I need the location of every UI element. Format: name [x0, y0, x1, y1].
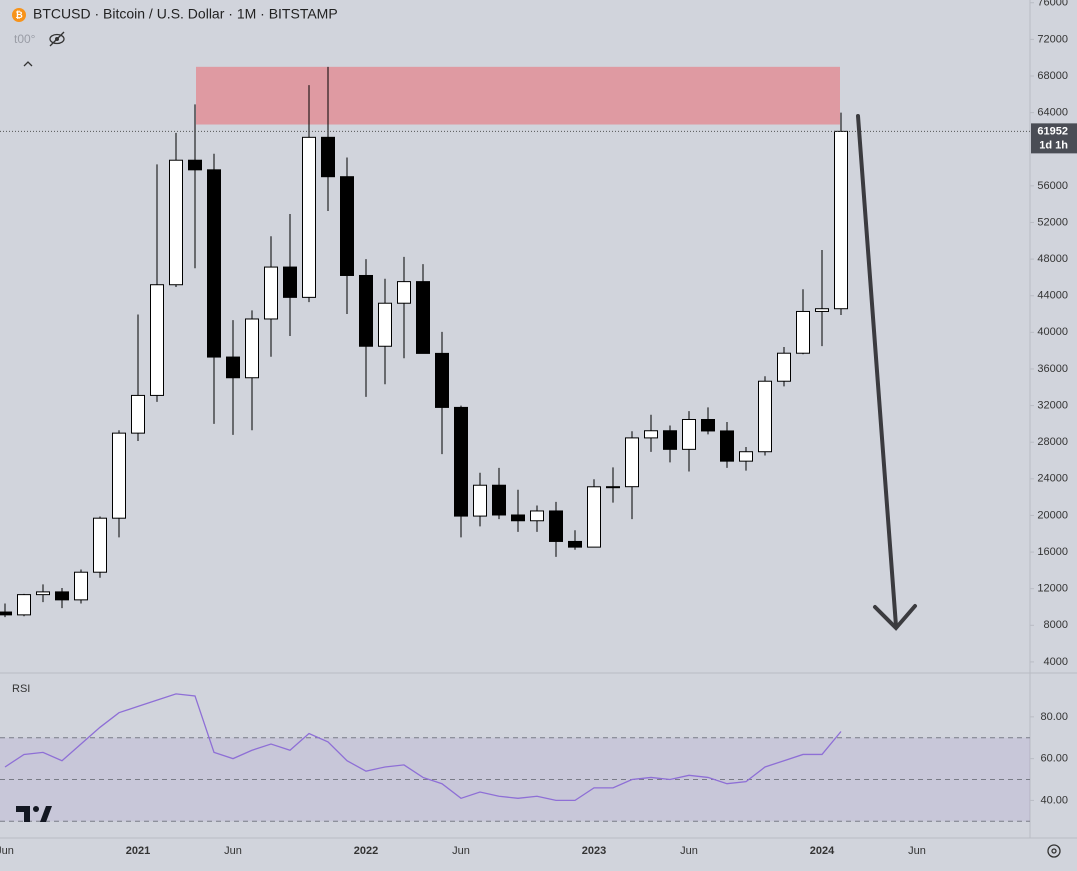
candle-body	[682, 418, 696, 450]
candle-body	[815, 308, 829, 312]
y-tick-label: 68000	[1037, 70, 1068, 82]
x-tick-label: Jun	[908, 845, 926, 857]
candle-body	[492, 484, 506, 516]
resistance-zone	[196, 66, 840, 125]
candle-body	[150, 284, 164, 396]
candle-body	[283, 266, 297, 298]
candle-body	[739, 451, 753, 462]
candle-body	[17, 594, 31, 616]
candle-body	[511, 514, 525, 522]
candle-body	[720, 430, 734, 462]
y-tick-label: 20000	[1037, 509, 1068, 521]
chart-title: BTCUSD · Bitcoin / U.S. Dollar · 1M · BI…	[33, 6, 338, 22]
candle-body	[0, 611, 12, 616]
candle-body	[188, 159, 202, 171]
candle-body	[625, 437, 639, 488]
candle-body	[207, 169, 221, 358]
x-tick-label: Jun	[224, 845, 242, 857]
visibility-icon[interactable]	[49, 31, 65, 47]
y-tick-label: 76000	[1037, 0, 1068, 9]
candle-body	[397, 281, 411, 304]
candle-body	[473, 484, 487, 517]
candle-body	[701, 418, 715, 432]
y-tick-label: 12000	[1037, 583, 1068, 595]
y-tick-label: 72000	[1037, 33, 1068, 45]
countdown-label: 1d 1h	[1039, 139, 1068, 151]
y-tick-label: 40000	[1037, 326, 1068, 338]
tradingview-logo[interactable]	[16, 806, 52, 822]
y-tick-label: 80.00	[1040, 711, 1068, 723]
candle-body	[606, 486, 620, 489]
candle-body	[454, 406, 468, 517]
y-tick-label: 64000	[1037, 107, 1068, 119]
y-tick-label: 56000	[1037, 180, 1068, 192]
candle-body	[264, 266, 278, 320]
candle-body	[435, 352, 449, 408]
x-tick-label: Jun	[680, 845, 698, 857]
candle-body	[416, 281, 430, 354]
candle-body	[549, 510, 563, 542]
y-tick-label: 52000	[1037, 216, 1068, 228]
candle-body	[644, 430, 658, 439]
chart-subtitle: t00°	[14, 32, 36, 46]
y-tick-label: 60.00	[1040, 753, 1068, 765]
y-tick-label: 4000	[1044, 656, 1068, 668]
collapse-button[interactable]	[23, 61, 33, 67]
bitcoin-icon-glyph: ₿	[15, 10, 22, 20]
candle-body	[226, 356, 240, 379]
x-tick-label: 2023	[582, 845, 606, 857]
y-tick-label: 32000	[1037, 399, 1068, 411]
candle-body	[834, 130, 848, 310]
settings-icon[interactable]	[1047, 844, 1061, 858]
candle-body	[530, 510, 544, 522]
last-price-label: 61952	[1037, 125, 1068, 137]
candle-body	[568, 540, 582, 548]
y-tick-label: 44000	[1037, 290, 1068, 302]
y-tick-label: 36000	[1037, 363, 1068, 375]
y-tick-label: 8000	[1044, 619, 1068, 631]
candle-body	[169, 159, 183, 286]
y-tick-label: 48000	[1037, 253, 1068, 265]
candle-body	[663, 430, 677, 450]
y-tick-label: 28000	[1037, 436, 1068, 448]
candle-body	[245, 318, 259, 379]
candle-body	[93, 517, 107, 573]
y-tick-label: 40.00	[1040, 794, 1068, 806]
candle-body	[321, 136, 335, 178]
plot-area	[0, 2, 1034, 822]
rsi-title: RSI	[12, 683, 30, 695]
arrow	[856, 114, 917, 631]
candle-body	[587, 486, 601, 548]
candle-body	[131, 394, 145, 434]
candle-body	[302, 136, 316, 298]
candle-body	[777, 352, 791, 382]
candle-body	[796, 310, 810, 354]
candle-body	[758, 380, 772, 453]
candle-body	[378, 302, 392, 347]
candle-body	[359, 274, 373, 347]
x-tick-label: 2024	[810, 845, 835, 857]
y-tick-label: 16000	[1037, 546, 1068, 558]
candle-body	[55, 591, 69, 601]
candle-body	[112, 432, 126, 519]
candle-body	[74, 571, 88, 601]
y-tick-label: 24000	[1037, 473, 1068, 485]
last-price-box	[1031, 123, 1077, 154]
rsi-line	[4, 693, 842, 802]
candle-body	[36, 591, 50, 596]
x-tick-label: Jun	[0, 845, 14, 857]
x-tick-label: Jun	[452, 845, 470, 857]
bitcoin-icon	[12, 8, 26, 22]
x-tick-label: 2022	[354, 845, 378, 857]
x-tick-label: 2021	[126, 845, 150, 857]
candle-body	[340, 176, 354, 276]
